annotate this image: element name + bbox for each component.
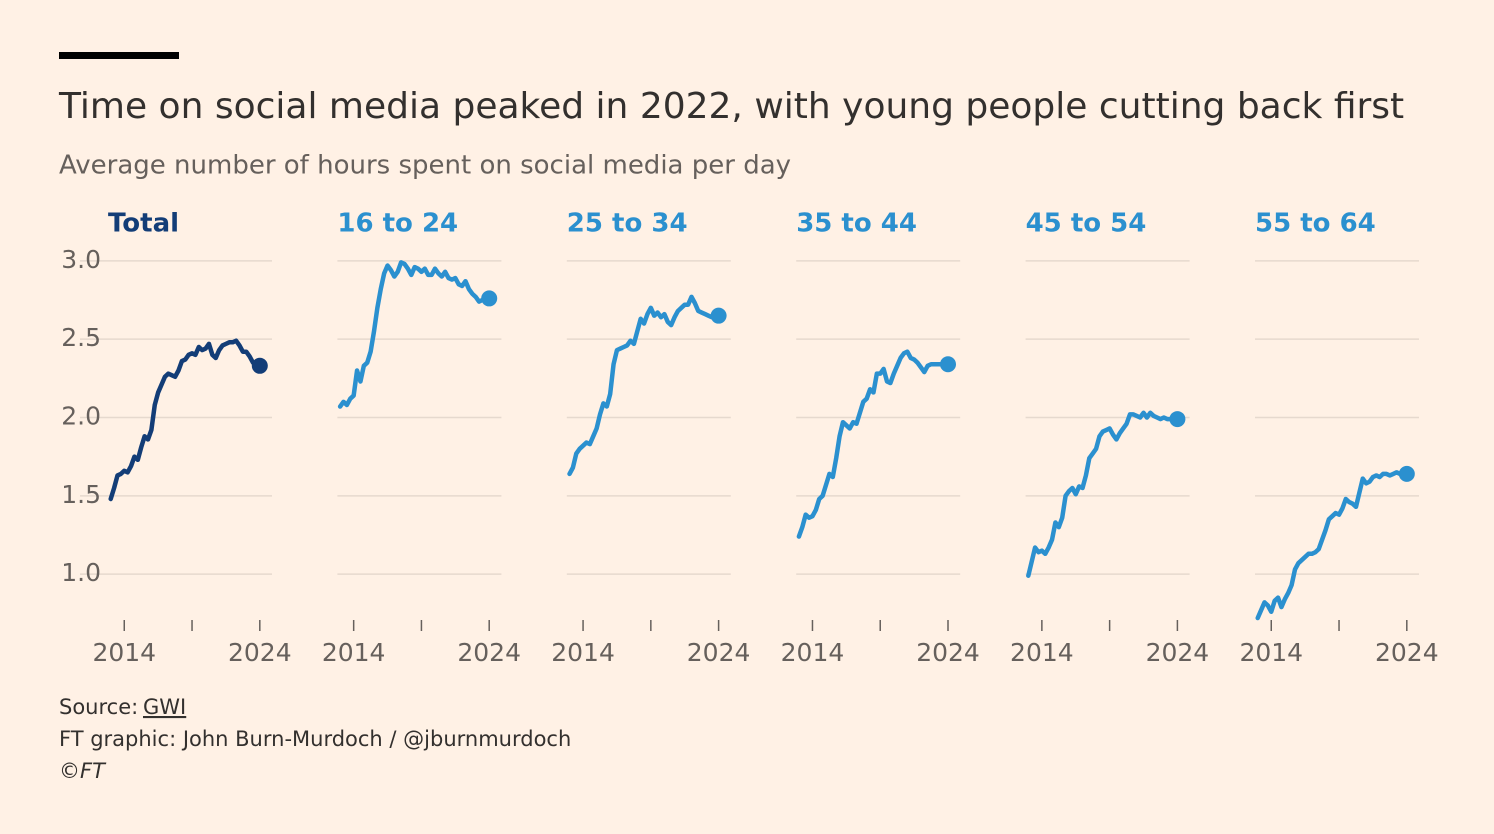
panel-title: 25 to 34 — [567, 209, 688, 239]
end-marker — [1398, 465, 1415, 482]
x-tick-label: 2024 — [1375, 638, 1439, 667]
y-tick-label: 3.0 — [61, 245, 101, 274]
end-marker — [481, 290, 498, 307]
y-tick-label: 2.5 — [61, 323, 101, 352]
series-line — [1026, 410, 1180, 578]
series-line — [337, 260, 492, 409]
chart-subtitle: Average number of hours spent on social … — [59, 151, 791, 181]
x-tick-label: 2024 — [687, 638, 751, 667]
source-link[interactable]: GWI — [143, 695, 186, 719]
y-tick-label: 1.5 — [61, 480, 101, 509]
end-marker — [940, 356, 957, 373]
x-tick-label: 2014 — [781, 638, 845, 667]
end-marker — [251, 357, 268, 374]
panel-title: 55 to 64 — [1255, 209, 1376, 239]
y-tick-label: 1.0 — [61, 558, 101, 587]
x-tick-label: 2014 — [1010, 638, 1074, 667]
x-tick-label: 2024 — [457, 638, 521, 667]
x-tick-label: 2024 — [916, 638, 980, 667]
series-line — [1255, 470, 1410, 621]
source-label: Source: — [59, 695, 138, 719]
panel-title: 45 to 54 — [1026, 209, 1147, 239]
credit: FT graphic: John Burn-Murdoch / @jburnmu… — [59, 727, 571, 751]
x-tick-label: 2024 — [228, 638, 292, 667]
panel-title: 35 to 44 — [796, 209, 917, 239]
series-line — [796, 349, 951, 539]
y-tick-label: 2.0 — [61, 402, 101, 431]
x-tick-label: 2024 — [1146, 638, 1210, 667]
x-tick-label: 2014 — [1239, 638, 1303, 667]
panel-title: Total — [108, 209, 179, 239]
copyright: ©FT — [59, 759, 107, 783]
x-tick-label: 2014 — [551, 638, 615, 667]
series-line — [567, 294, 721, 477]
series-line — [108, 338, 263, 502]
x-tick-label: 2014 — [92, 638, 156, 667]
x-tick-label: 2014 — [322, 638, 386, 667]
end-marker — [710, 307, 727, 324]
panel-title: 16 to 24 — [337, 209, 458, 239]
brand-bar — [59, 52, 179, 59]
chart-title: Time on social media peaked in 2022, wit… — [58, 86, 1404, 127]
end-marker — [1169, 411, 1186, 428]
